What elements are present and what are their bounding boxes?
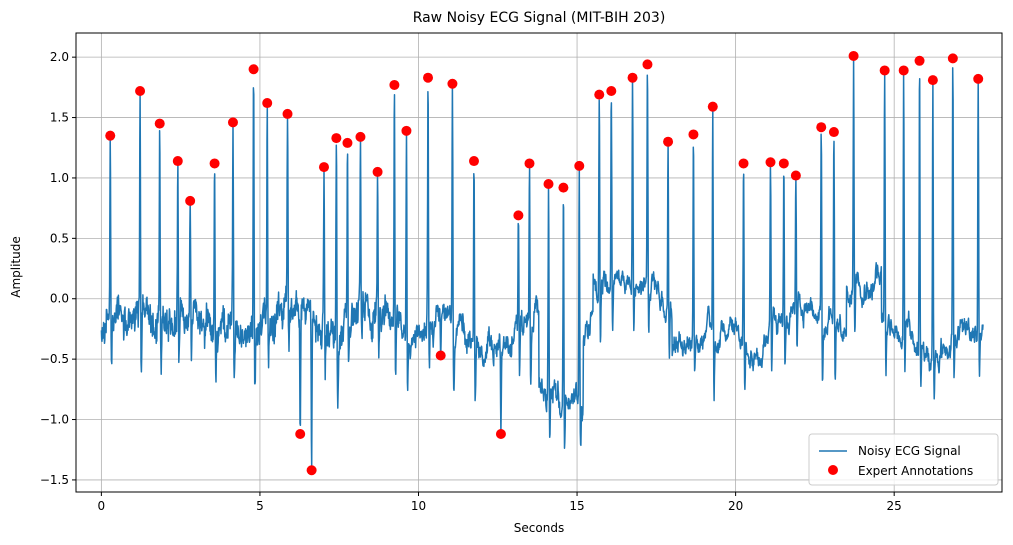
annotation-marker	[262, 98, 273, 109]
annotation-marker	[248, 64, 259, 75]
annotation-marker	[790, 170, 801, 181]
y-axis-label: Amplitude	[9, 236, 23, 298]
annotation-marker	[389, 79, 400, 90]
legend-entry-expert-annotations: Expert Annotations	[858, 464, 973, 478]
annotation-marker	[513, 210, 524, 221]
y-tick-label: 1.0	[50, 171, 69, 185]
annotation-marker	[778, 158, 789, 169]
annotation-marker	[898, 65, 909, 76]
annotation-marker	[105, 130, 116, 141]
annotation-marker	[185, 195, 196, 206]
annotation-marker	[295, 429, 306, 440]
annotation-marker	[594, 89, 605, 100]
annotation-marker	[738, 158, 749, 169]
annotation-marker	[495, 429, 506, 440]
annotation-marker	[606, 85, 617, 96]
y-tick-label: 0.5	[50, 231, 69, 245]
annotation-marker	[524, 158, 535, 169]
annotation-marker	[318, 162, 329, 173]
annotation-marker	[663, 136, 674, 147]
annotation-marker	[372, 166, 383, 177]
annotation-marker	[447, 78, 458, 89]
annotation-marker	[973, 73, 984, 84]
annotation-marker	[282, 108, 293, 119]
y-tick-label: 2.0	[50, 50, 69, 64]
annotation-marker	[331, 133, 342, 144]
plot-frame	[75, 32, 1003, 493]
annotation-marker	[172, 156, 183, 167]
annotation-marker	[927, 75, 938, 86]
annotation-marker	[828, 127, 839, 138]
annotation-marker	[574, 160, 585, 171]
y-tick-label: 1.5	[50, 111, 69, 125]
axis-ticks: 0 5 10 15 20 25 −1.5 −1.0 −0.5 0.0 0.5 1.0 1.5 2.0	[40, 50, 902, 513]
annotation-marker	[423, 72, 434, 83]
annotation-marker	[816, 122, 827, 133]
x-tick-label: 10	[411, 499, 426, 513]
legend-box	[808, 433, 999, 486]
x-axis-label: Seconds	[514, 521, 564, 535]
annotation-marker	[765, 157, 776, 168]
annotation-marker	[435, 350, 446, 361]
y-tick-label: −0.5	[40, 352, 69, 366]
annotation-marker	[627, 72, 638, 83]
chart-title: Raw Noisy ECG Signal (MIT-BIH 203)	[413, 10, 666, 26]
y-tick-label: 0.0	[50, 292, 69, 306]
series-noisy-ecg-signal-line	[100, 56, 984, 469]
annotation-marker	[154, 118, 165, 129]
annotation-marker	[306, 465, 317, 476]
annotation-marker	[707, 101, 718, 112]
annotation-marker	[688, 129, 699, 140]
x-tick-label: 20	[728, 499, 743, 513]
annotation-marker	[914, 55, 925, 66]
annotation-marker	[135, 85, 146, 96]
x-tick-label: 15	[569, 499, 584, 513]
legend-swatch-marker	[828, 465, 838, 475]
annotation-marker	[227, 117, 238, 128]
annotation-marker	[848, 50, 859, 61]
series-expert-annotations	[105, 50, 984, 476]
annotation-marker	[355, 131, 366, 142]
plot-area	[100, 56, 984, 469]
annotation-marker	[401, 125, 412, 136]
annotation-marker	[543, 178, 554, 189]
annotation-marker	[947, 53, 958, 64]
x-tick-label: 0	[98, 499, 106, 513]
annotation-marker	[468, 156, 479, 167]
annotation-marker	[558, 182, 569, 193]
y-tick-label: −1.0	[40, 413, 69, 427]
x-tick-label: 5	[256, 499, 264, 513]
annotation-marker	[642, 59, 653, 70]
legend-entry-noisy-ecg-signal: Noisy ECG Signal	[858, 444, 961, 458]
annotation-marker	[879, 65, 890, 76]
legend: Noisy ECG Signal Expert Annotations	[808, 433, 999, 486]
annotation-marker	[209, 158, 220, 169]
annotation-marker	[342, 137, 353, 148]
y-tick-label: −1.5	[40, 473, 69, 487]
x-tick-label: 25	[887, 499, 902, 513]
